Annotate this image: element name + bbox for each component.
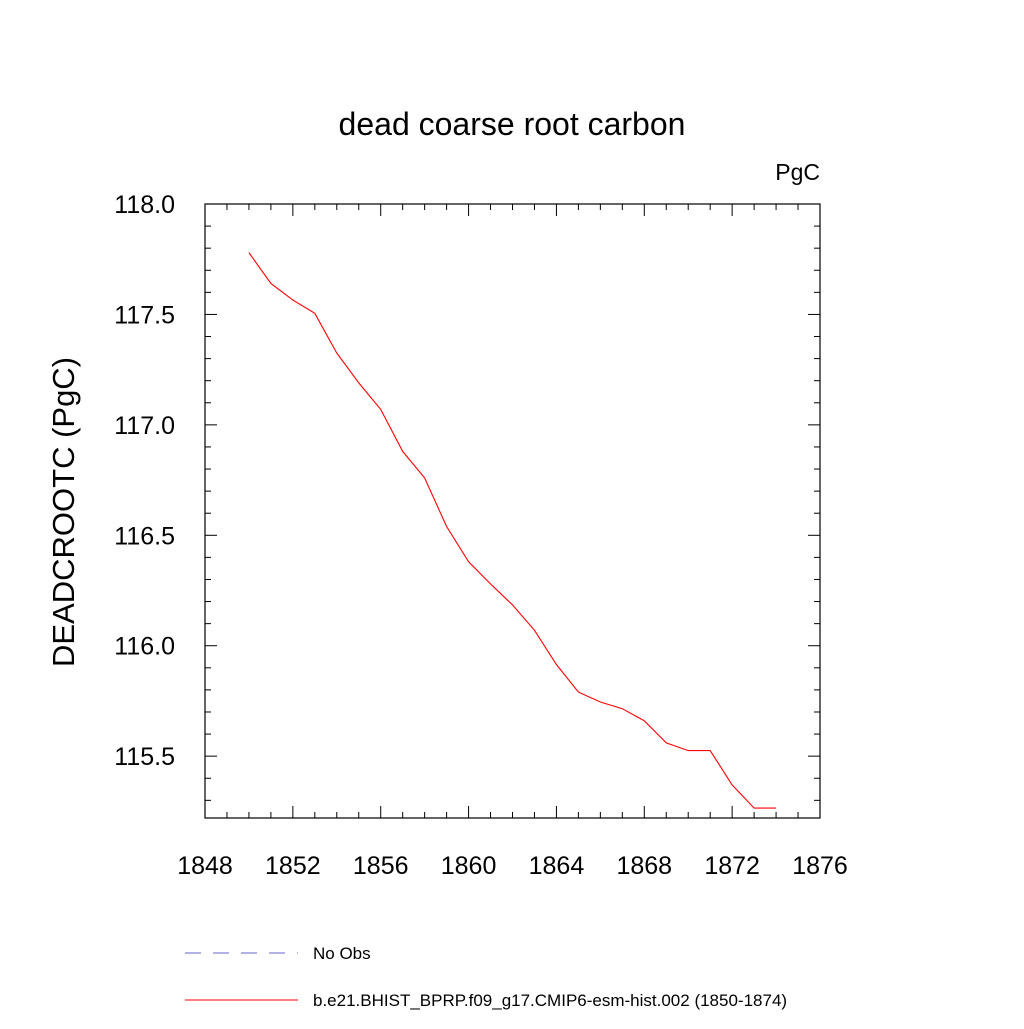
legend-label-0: No Obs (313, 944, 371, 963)
x-tick-label: 1872 (704, 852, 760, 880)
y-tick-label: 116.0 (114, 633, 175, 661)
y-tick-label: 117.5 (114, 301, 175, 329)
x-tick-label: 1856 (353, 852, 409, 880)
y-tick-label: 117.0 (114, 412, 175, 440)
chart-title: dead coarse root carbon (339, 106, 686, 142)
x-tick-label: 1848 (177, 852, 233, 880)
y-tick-label: 116.5 (114, 522, 175, 550)
x-tick-label: 1860 (441, 852, 497, 880)
x-tick-label: 1876 (792, 852, 848, 880)
y-tick-label: 118.0 (114, 191, 175, 219)
x-tick-label: 1868 (616, 852, 672, 880)
x-tick-label: 1864 (529, 852, 585, 880)
series-line-0 (248, 252, 777, 809)
legend: No Obs b.e21.BHIST_BPRP.f09_g17.CMIP6-esm… (185, 944, 787, 1010)
plot-area: 1848 1852 1856 1860 1864 1868 1872 1876 115.5 116… (114, 191, 848, 880)
y-tick-label: 115.5 (114, 743, 175, 771)
legend-label-1: b.e21.BHIST_BPRP.f09_g17.CMIP6-esm-hist.… (313, 991, 787, 1010)
y-axis-label: DEADCROOTC (PgC) (46, 357, 81, 667)
plot-frame (204, 203, 821, 819)
x-tick-label: 1852 (265, 852, 321, 880)
units-label: PgC (775, 159, 820, 185)
